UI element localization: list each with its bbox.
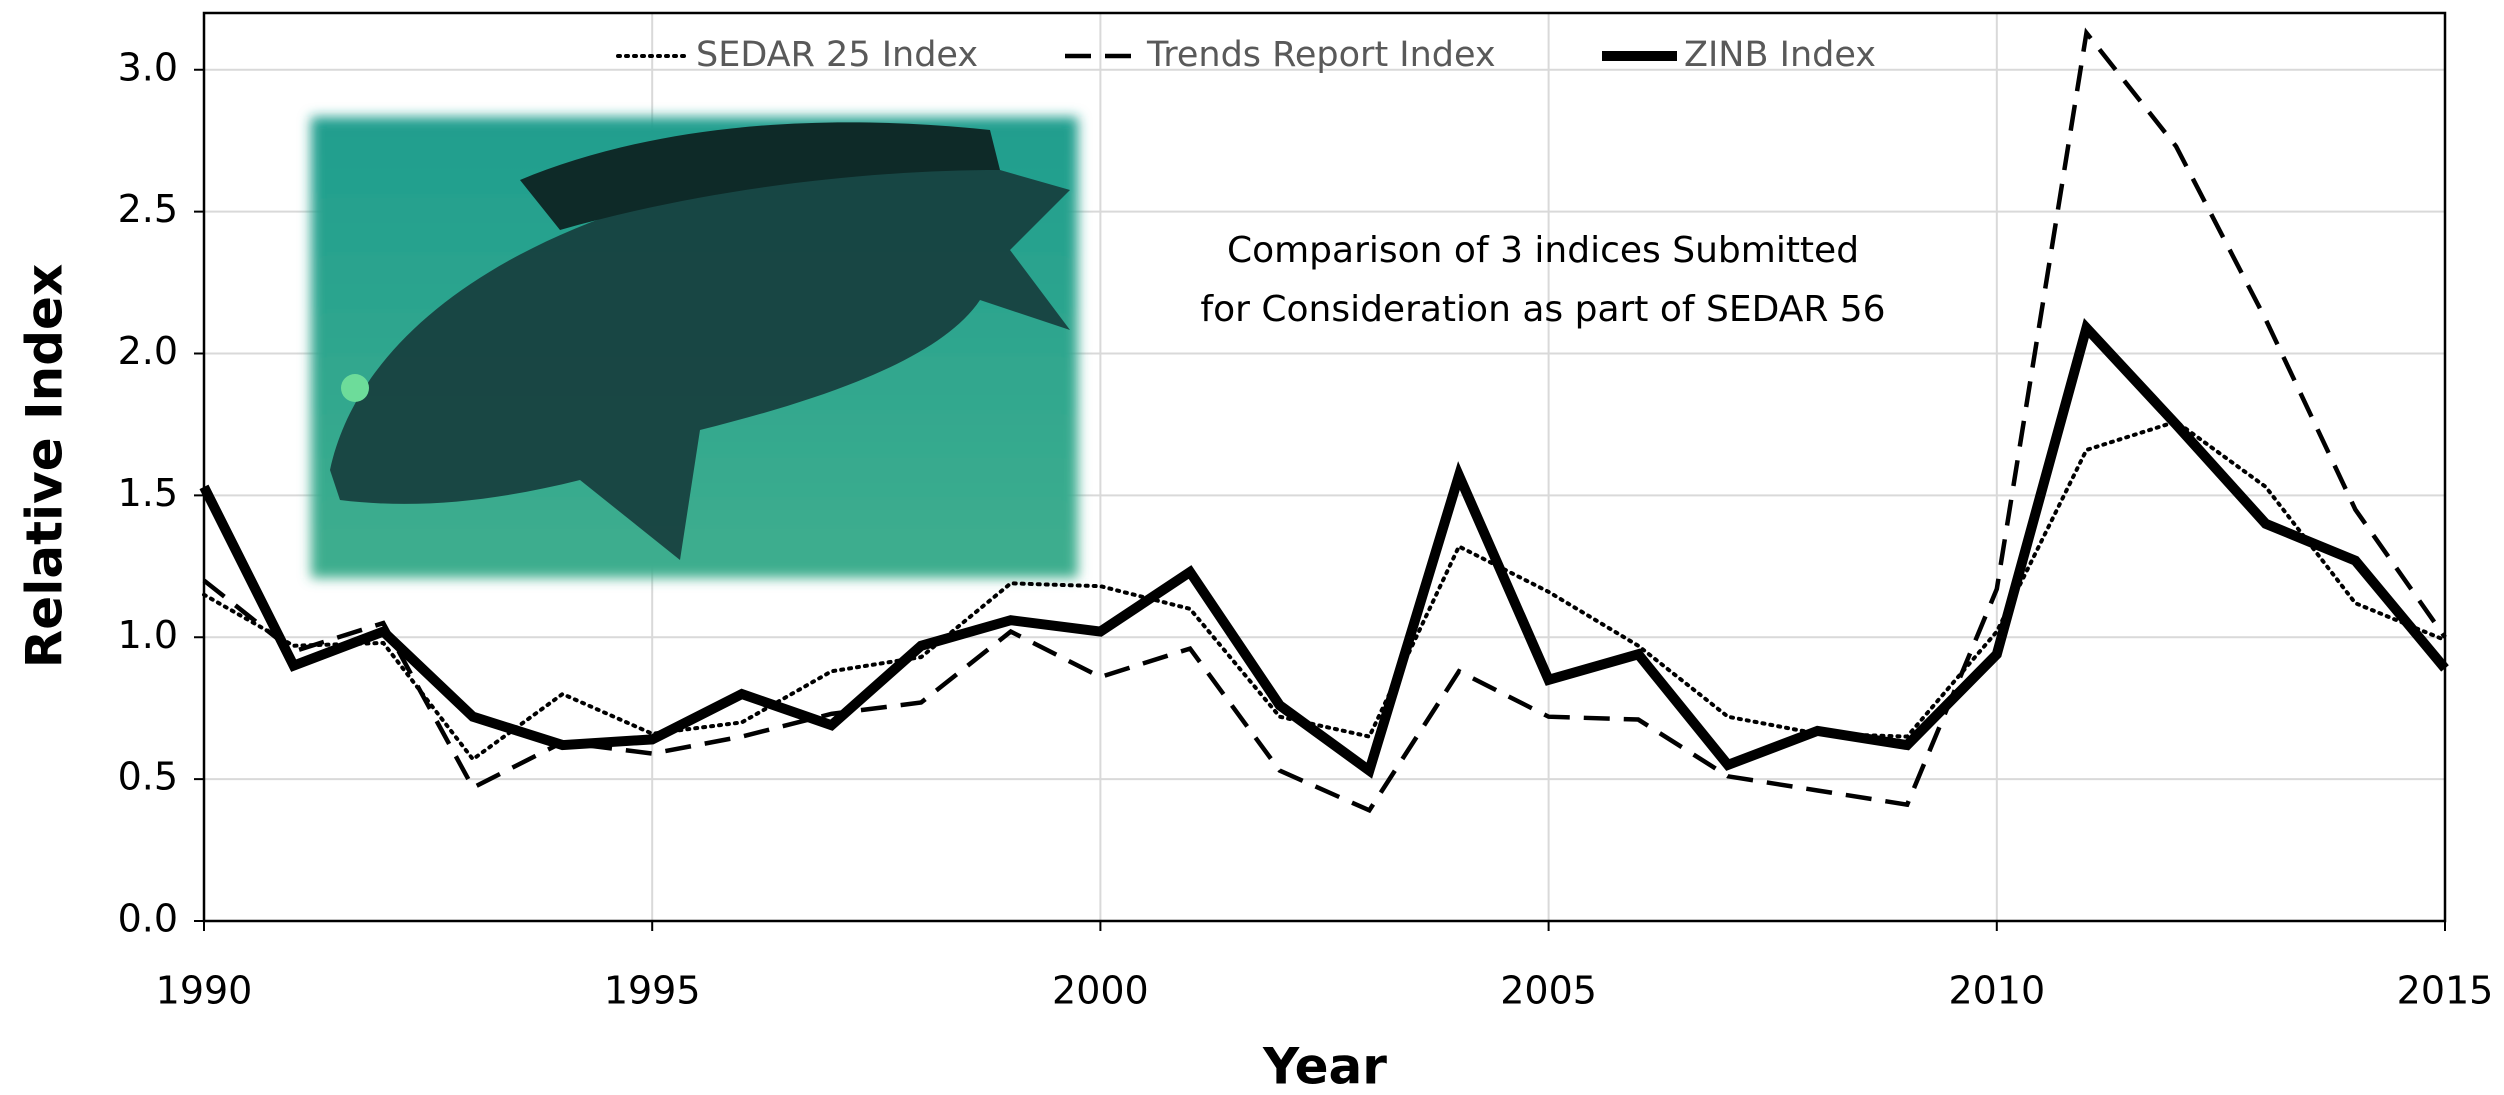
x-tick-label: 1995 [604, 969, 701, 1013]
fish-photo [311, 117, 1078, 578]
fish-fin [520, 122, 1000, 230]
plot-frame [202, 11, 2447, 923]
legend-label: ZINB Index [1684, 35, 1876, 75]
x-tick-label: 2000 [1052, 969, 1149, 1013]
x-tick-label: 2015 [2397, 969, 2494, 1013]
legend-label: SEDAR 25 Index [696, 35, 978, 75]
y-tick-label: 3.0 [118, 45, 178, 89]
x-tick-label: 2010 [1948, 969, 2045, 1013]
x-tick-label: 1990 [156, 969, 253, 1013]
annotation: for Consideration as part of SEDAR 56 [1200, 289, 1885, 330]
y-tick-label: 2.5 [118, 187, 178, 231]
series-line [199, 317, 2449, 779]
series-line [202, 27, 2447, 814]
y-tick-label: 0.0 [118, 897, 178, 941]
x-axis-title: Year [1262, 1038, 1387, 1095]
y-tick-label: 1.0 [118, 613, 178, 657]
legend-label: Trends Report Index [1146, 35, 1496, 75]
y-tick-label: 0.5 [118, 755, 178, 799]
x-tick-label: 2005 [1500, 969, 1597, 1013]
fish-body [330, 155, 1070, 560]
y-tick-label: 2.0 [118, 329, 178, 373]
series-line [202, 419, 2447, 763]
annotation: Comparison of 3 indices Submitted [1227, 230, 1859, 271]
plot [199, 27, 2449, 814]
y-tick-label: 1.5 [118, 471, 178, 515]
fish-eye [341, 374, 369, 402]
y-axis-title: Relative Index [16, 264, 74, 668]
